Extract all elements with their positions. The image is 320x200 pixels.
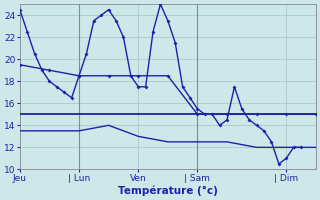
X-axis label: Température (°c): Température (°c) xyxy=(118,185,218,196)
